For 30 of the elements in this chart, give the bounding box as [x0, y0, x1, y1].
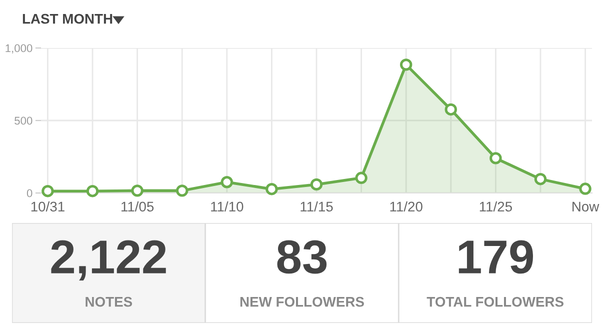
- text: 83: [277, 240, 327, 274]
- x-tick-label: 11/15: [300, 201, 333, 212]
- point: [86, 185, 99, 198]
- x-tick-label: 11/25: [480, 201, 512, 212]
- text: TOTAL FOLLOWERS: [426, 296, 564, 307]
- point: [579, 182, 592, 195]
- point: [490, 152, 502, 164]
- x-tick-label: 11/20: [390, 201, 422, 212]
- x-tick-label: Now: [572, 202, 600, 212]
- point: [131, 184, 144, 197]
- y-tick-label: 0: [26, 189, 32, 198]
- chart-title: LAST MONTH: [22, 14, 112, 24]
- point: [534, 172, 547, 186]
- x-tick-label: 11/10: [211, 201, 244, 212]
- text: 2,122: [51, 240, 166, 281]
- text: NEW FOLLOWERS: [240, 296, 364, 307]
- point: [444, 103, 457, 116]
- x-tick-label: 11/05: [122, 201, 154, 212]
- y-tick-label: 500: [14, 116, 32, 125]
- x-tick-label: 10/31: [31, 201, 64, 212]
- text: NOTES: [86, 296, 132, 307]
- point: [400, 58, 412, 71]
- point: [266, 182, 278, 196]
- point: [310, 178, 323, 191]
- point: [42, 185, 54, 198]
- y-tick-label: 1,000: [6, 44, 32, 54]
- point: [220, 176, 234, 188]
- point: [355, 172, 368, 184]
- point: [176, 184, 188, 197]
- text: 179: [458, 240, 533, 274]
